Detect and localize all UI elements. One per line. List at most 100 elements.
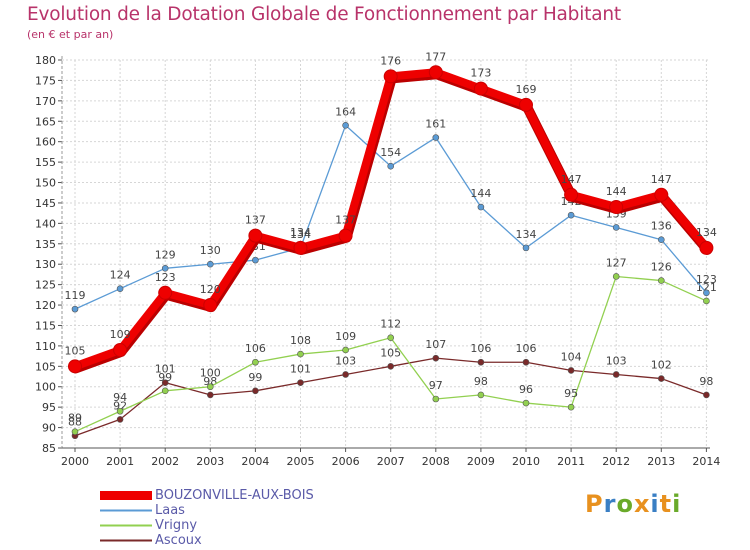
- y-tick-label: 130: [35, 258, 56, 271]
- data-label: 103: [335, 354, 356, 367]
- x-tick-label: 2011: [557, 455, 585, 468]
- data-label: 104: [561, 350, 582, 363]
- data-point: [522, 244, 530, 252]
- legend: BOUZONVILLE-AUX-BOIS Laas Vrigny Ascoux: [100, 488, 314, 548]
- x-tick-label: 2005: [287, 455, 315, 468]
- data-label: 100: [200, 367, 221, 380]
- data-label: 137: [335, 214, 356, 227]
- legend-item: Ascoux: [100, 533, 314, 548]
- x-tick-label: 2007: [377, 455, 405, 468]
- x-tick-label: 2001: [106, 455, 134, 468]
- legend-swatch-laas: [100, 509, 152, 512]
- x-tick-label: 2003: [196, 455, 224, 468]
- legend-item: BOUZONVILLE-AUX-BOIS: [100, 488, 314, 503]
- x-tick-label: 2010: [512, 455, 540, 468]
- data-label: 134: [516, 228, 537, 241]
- data-label: 120: [200, 283, 221, 296]
- data-label: 144: [470, 187, 491, 200]
- data-label: 109: [335, 330, 356, 343]
- data-point: [473, 81, 488, 96]
- data-point: [207, 391, 214, 399]
- data-label: 109: [110, 328, 131, 341]
- data-point: [252, 256, 259, 264]
- y-tick-label: 90: [42, 422, 56, 435]
- data-point: [657, 375, 665, 382]
- legend-swatch-vrigny: [100, 524, 152, 527]
- y-tick-label: 165: [35, 115, 56, 128]
- data-point: [71, 428, 79, 435]
- data-point: [609, 200, 624, 215]
- x-tick-label: 2002: [151, 455, 179, 468]
- data-point: [207, 383, 214, 391]
- data-point: [477, 391, 485, 399]
- data-point: [203, 298, 218, 313]
- data-label: 95: [564, 387, 578, 400]
- x-tick-label: 2012: [602, 455, 630, 468]
- data-point: [522, 358, 530, 366]
- y-tick-label: 180: [35, 54, 56, 67]
- data-point: [612, 273, 620, 280]
- data-point: [68, 359, 82, 374]
- data-point: [387, 162, 395, 170]
- data-point: [432, 395, 440, 403]
- data-label: 106: [245, 342, 266, 355]
- data-point: [297, 350, 304, 358]
- data-point: [432, 134, 440, 141]
- y-tick-label: 100: [35, 381, 56, 394]
- data-label: 99: [158, 371, 172, 384]
- data-point: [293, 240, 308, 255]
- data-label: 94: [113, 391, 127, 404]
- data-label: 106: [470, 342, 491, 355]
- y-tick-label: 135: [35, 238, 56, 251]
- data-label: 123: [696, 273, 717, 286]
- logo-letter: P: [585, 490, 604, 518]
- legend-item: Vrigny: [100, 518, 314, 533]
- data-label: 176: [380, 54, 401, 67]
- y-tick-label: 150: [35, 177, 56, 190]
- data-label: 98: [699, 375, 713, 388]
- data-label: 173: [470, 67, 491, 80]
- data-label: 102: [651, 359, 672, 372]
- y-tick-label: 140: [35, 217, 56, 230]
- chart-title: Evolution de la Dotation Globale de Fonc…: [27, 4, 621, 25]
- data-point: [252, 358, 259, 366]
- y-tick-label: 115: [35, 319, 56, 332]
- data-point: [161, 387, 169, 395]
- data-label: 124: [110, 269, 131, 282]
- data-point: [612, 224, 620, 231]
- y-tick-label: 125: [35, 279, 56, 292]
- legend-swatch-mark: [100, 509, 152, 512]
- y-tick-label: 95: [42, 401, 56, 414]
- x-tick-label: 2013: [647, 455, 675, 468]
- data-label: 101: [155, 363, 176, 376]
- legend-swatch-ascoux: [100, 539, 152, 542]
- data-point: [612, 371, 620, 378]
- data-label: 101: [290, 363, 311, 376]
- data-point: [567, 367, 575, 374]
- data-label: 144: [606, 185, 627, 198]
- data-label: 97: [429, 379, 443, 392]
- data-label: 127: [606, 256, 627, 269]
- data-label: 103: [606, 354, 627, 367]
- data-point: [564, 187, 579, 202]
- data-point: [116, 416, 124, 423]
- data-point: [161, 264, 169, 272]
- data-point: [387, 334, 395, 342]
- x-tick-label: 2008: [422, 455, 450, 468]
- data-point: [657, 236, 665, 244]
- data-label: 161: [425, 118, 446, 131]
- x-tick-label: 2009: [467, 455, 495, 468]
- data-label: 137: [245, 214, 266, 227]
- data-point: [252, 387, 259, 395]
- data-point: [387, 363, 395, 370]
- data-point: [116, 407, 124, 415]
- data-point: [522, 399, 530, 407]
- y-tick-label: 170: [35, 95, 56, 108]
- y-tick-label: 85: [42, 442, 56, 455]
- data-point: [699, 240, 714, 255]
- y-tick-label: 155: [35, 156, 56, 169]
- y-tick-label: 105: [35, 360, 56, 373]
- chart-subtitle: (en € et par an): [27, 28, 114, 41]
